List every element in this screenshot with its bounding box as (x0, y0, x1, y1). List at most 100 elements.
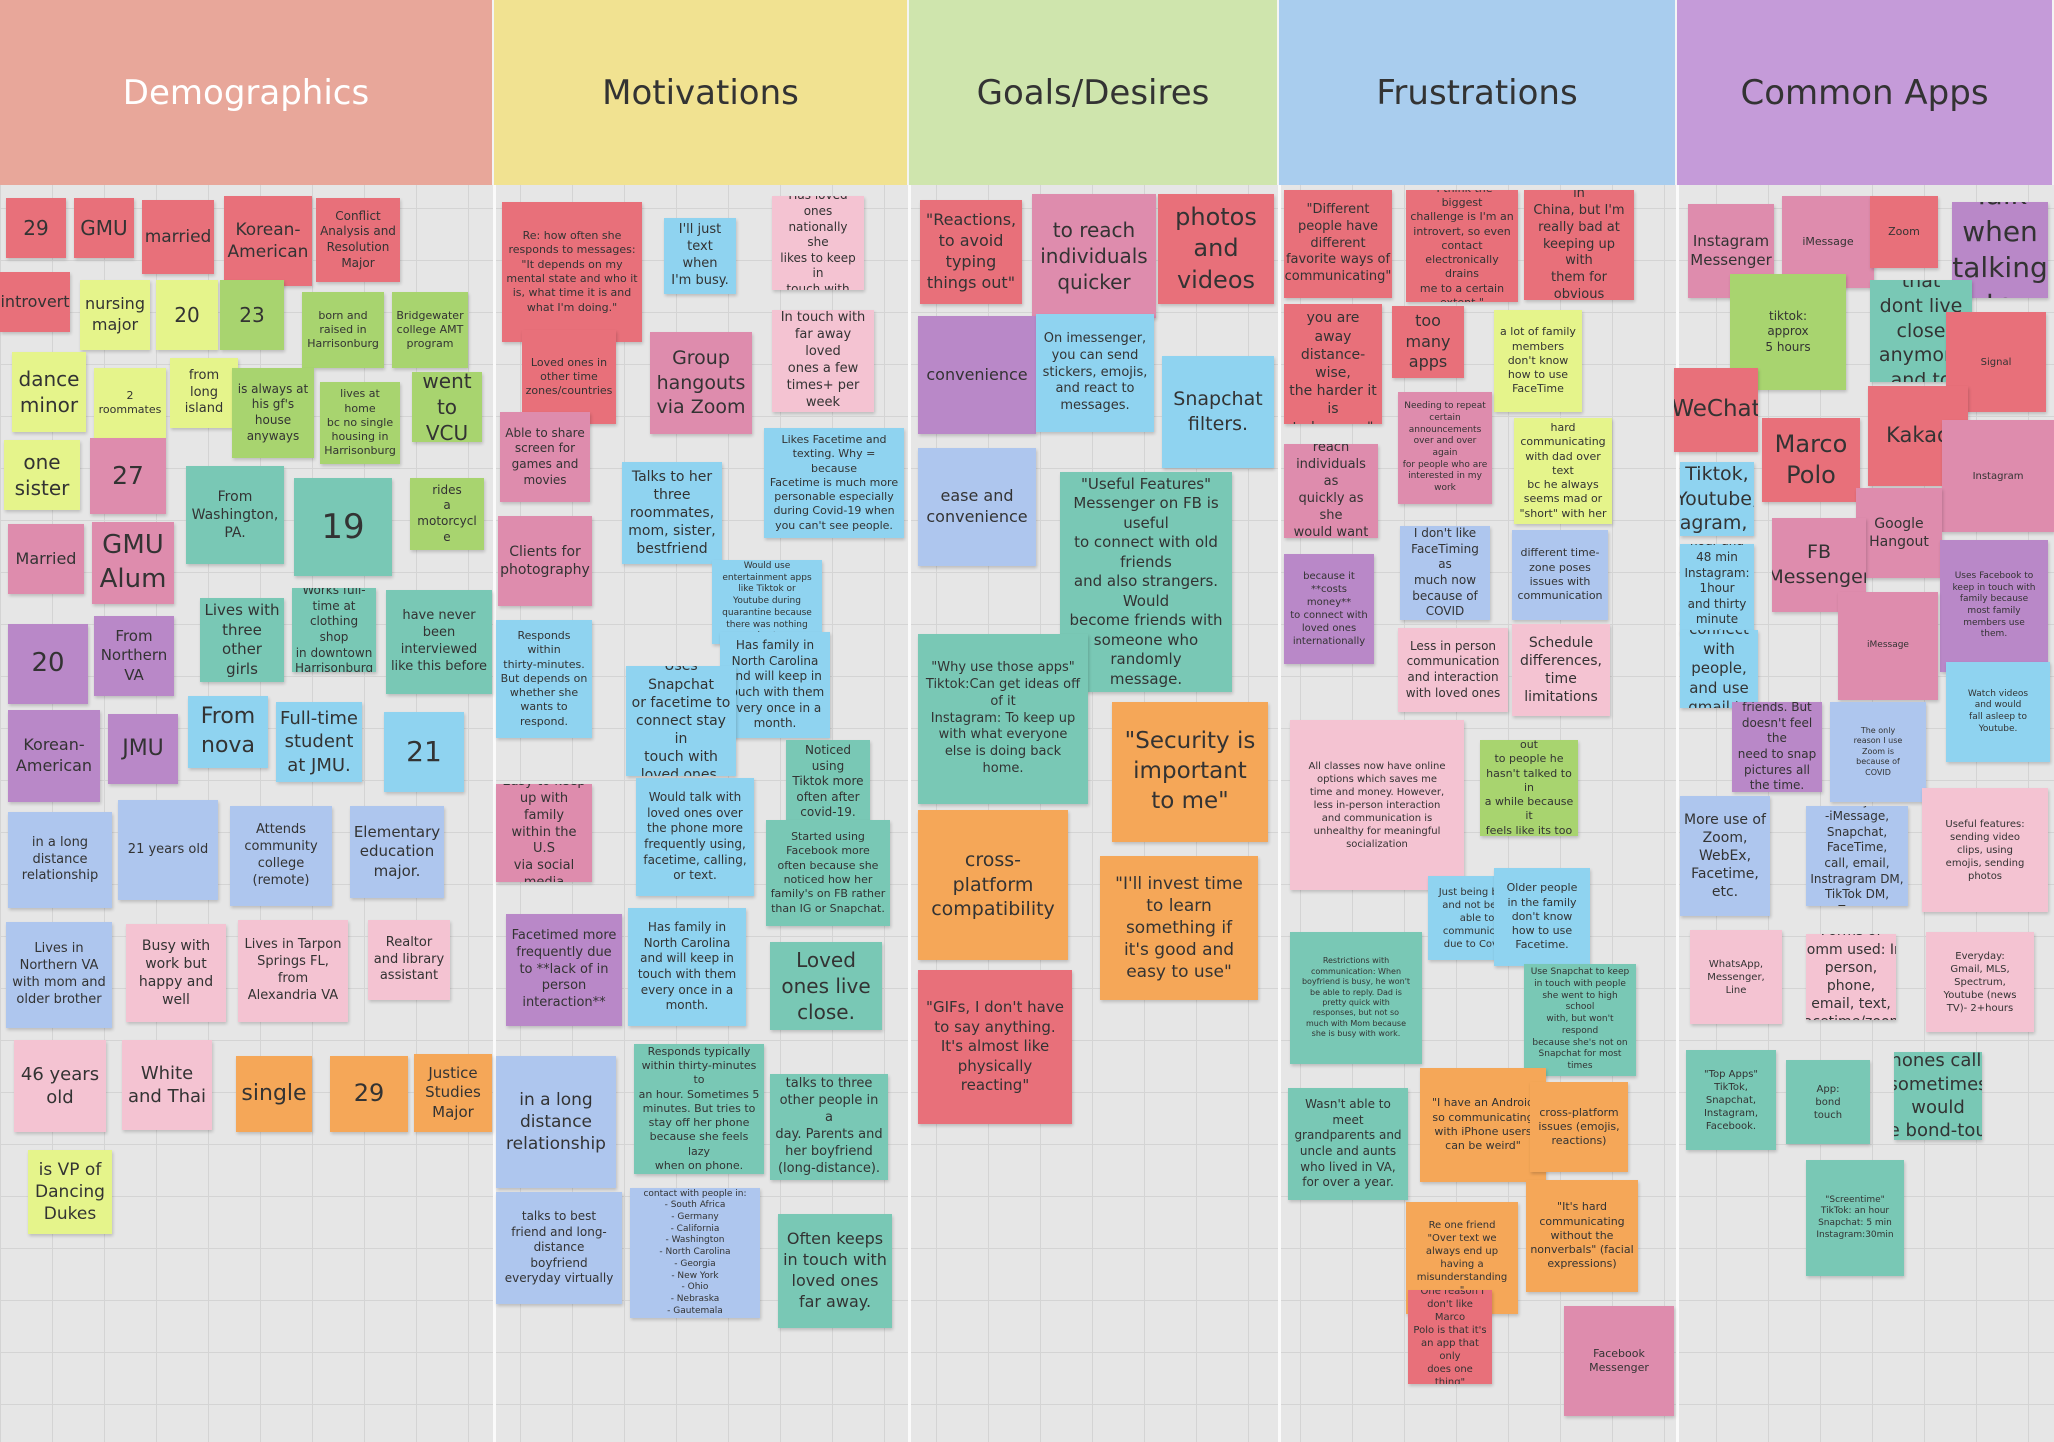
sticky-note[interactable]: Bridgewater college AMT program (392, 292, 468, 368)
sticky-note[interactable]: Ideal mode of communication: Phones call… (1894, 1052, 1982, 1140)
sticky-note[interactable]: born and raised in Harrisonburg (302, 292, 384, 368)
sticky-note[interactable]: Facebook Messenger (1564, 1306, 1674, 1416)
sticky-note[interactable]: "I think the biggest challenge is I'm an… (1406, 190, 1518, 302)
sticky-note[interactable]: Restrictions with communication: When bo… (1290, 932, 1422, 1064)
sticky-note[interactable]: rides a motorcycl e (410, 478, 484, 550)
sticky-note[interactable]: is always at his gf's house anyways (232, 368, 314, 458)
sticky-note[interactable]: Needing to repeat certain announcements … (1398, 392, 1492, 504)
sticky-note[interactable]: Re: how often she responds to messages: … (502, 202, 642, 342)
sticky-note[interactable]: From Northern VA (94, 616, 174, 696)
sticky-note[interactable]: Lives in Northern VA with mom and older … (6, 922, 112, 1028)
sticky-note[interactable]: White and Thai (122, 1040, 212, 1130)
sticky-note[interactable]: to reach individuals quicker (1032, 194, 1156, 318)
sticky-note[interactable]: because it **costs money** to connect wi… (1284, 554, 1374, 664)
sticky-note[interactable]: is VP of Dancing Dukes (28, 1150, 112, 1234)
sticky-note[interactable]: Responds typically within thirty-minutes… (634, 1044, 764, 1174)
sticky-note[interactable]: hard to reach out to people he hasn't ta… (1480, 740, 1578, 836)
sticky-note[interactable]: discord: talking to friends that dont li… (1870, 280, 1972, 382)
sticky-note[interactable]: Korean- American (8, 710, 100, 802)
sticky-note[interactable]: From nova (188, 696, 268, 768)
sticky-note[interactable]: Group hangouts via Zoom (650, 332, 752, 434)
sticky-note[interactable]: introvert (0, 272, 70, 332)
sticky-note[interactable]: Use Snapchat to keep in touch with peopl… (1524, 964, 1636, 1076)
sticky-note[interactable]: Uses Instagram to connect with people, a… (1680, 630, 1758, 708)
sticky-note[interactable]: in a long distance relationship (8, 812, 112, 908)
sticky-note[interactable]: have never been interviewed like this be… (386, 590, 492, 694)
sticky-note[interactable]: Uses Snapchat or facetime to connect sta… (626, 666, 736, 776)
sticky-note[interactable]: Would use entertainment apps like Tiktok… (712, 560, 822, 644)
sticky-note[interactable]: Korean- American (224, 196, 312, 286)
sticky-note[interactable]: iMessage (1782, 196, 1874, 288)
sticky-note[interactable]: Often keeps in touch with loved ones far… (778, 1214, 892, 1328)
sticky-note[interactable]: Able to share screen for games and movie… (500, 412, 590, 502)
sticky-note[interactable]: Busy with work but happy and well (126, 924, 226, 1022)
sticky-note[interactable]: Elementary education major. (350, 806, 444, 898)
sticky-note[interactable]: GMU Alum (92, 522, 174, 604)
sticky-note[interactable]: Signal (1946, 312, 2046, 412)
sticky-note[interactable]: GMU (74, 198, 134, 258)
sticky-note[interactable]: "Why use those apps" Tiktok:Can get idea… (918, 634, 1088, 804)
sticky-note[interactable]: single (236, 1056, 312, 1132)
sticky-note[interactable]: Less in person communication and interac… (1398, 628, 1508, 712)
sticky-note[interactable]: "The further you are away distance-wise,… (1284, 304, 1382, 424)
sticky-note[interactable]: cross- platform compatibility (918, 810, 1068, 960)
sticky-note[interactable]: dance minor (12, 352, 86, 432)
sticky-note[interactable]: "I have an Android so communicating with… (1420, 1068, 1546, 1182)
sticky-note[interactable]: I don't like FaceTiming as much now beca… (1400, 526, 1490, 620)
sticky-note[interactable]: 19 (294, 478, 392, 576)
sticky-note[interactable]: JMU (108, 714, 178, 784)
sticky-note[interactable]: too many apps (1392, 306, 1464, 378)
sticky-note[interactable]: contact with people in: - South Africa -… (630, 1188, 760, 1318)
sticky-note[interactable]: Marco Polo (1762, 418, 1860, 502)
sticky-note[interactable]: Lives in Tarpon Springs FL, from Alexand… (238, 920, 348, 1022)
sticky-note[interactable]: nursing major (80, 280, 150, 350)
sticky-note[interactable]: lives at home bc no single housing in Ha… (320, 382, 400, 464)
sticky-note[interactable]: Uses snapchat, Tiktok, Youtube, Instagra… (1680, 462, 1754, 536)
sticky-note[interactable]: I'll just text when I'm busy. (664, 218, 736, 294)
sticky-note[interactable]: Attends community college (remote) (230, 806, 332, 906)
sticky-note[interactable]: Everyday: Gmail, MLS, Spectrum, Youtube … (1926, 932, 2034, 1032)
sticky-note[interactable]: "Screentime" TikTok: an hour Snapchat: 5… (1806, 1160, 1904, 1276)
sticky-note[interactable]: All classes now have online options whic… (1290, 720, 1464, 890)
sticky-note[interactable]: Schedule differences, time limitations (1512, 624, 1610, 716)
sticky-note[interactable]: "Different people have different favorit… (1284, 190, 1392, 298)
sticky-note[interactable]: WeChat (1674, 368, 1758, 452)
sticky-note[interactable]: Noticed using Tiktok more often after co… (786, 740, 870, 824)
sticky-note[interactable]: "One reason I don't like Marco Polo is t… (1408, 1290, 1492, 1384)
sticky-note[interactable]: Talks to her three roommates, mom, siste… (622, 462, 722, 564)
sticky-note[interactable]: 27 (90, 438, 166, 514)
sticky-note[interactable]: apps used daily: -iMessage, Snapchat, Fa… (1806, 806, 1908, 906)
sticky-note[interactable]: Wasn't able to meet grandparents and unc… (1288, 1088, 1408, 1200)
sticky-note[interactable]: photos and videos (1158, 194, 1274, 304)
sticky-note[interactable]: iMessage (1838, 592, 1938, 700)
sticky-note[interactable]: Forms of comm used: In person, phone, em… (1806, 934, 1896, 1020)
sticky-note[interactable]: "Top Apps" TikTok, Snapchat, Instagram, … (1686, 1050, 1776, 1150)
sticky-note[interactable]: "Security is important to me" (1112, 702, 1268, 842)
sticky-note[interactable]: Realtor and library assistant (368, 920, 450, 1000)
sticky-note[interactable]: 21 years old (118, 800, 218, 900)
sticky-note[interactable]: in a long distance relationship (496, 1056, 616, 1188)
sticky-note[interactable]: Snapchat filters. (1162, 356, 1274, 468)
sticky-note[interactable]: convenience (918, 316, 1036, 434)
sticky-note[interactable]: Responds within thirty-minutes. But depe… (496, 620, 592, 738)
sticky-note[interactable]: 21 (384, 712, 464, 792)
sticky-note[interactable]: Uses Snapchat to talk with friends. But … (1732, 702, 1822, 792)
sticky-note[interactable]: The only reason I use Zoom is because of… (1830, 702, 1926, 802)
sticky-note[interactable]: "It's hard communicating without the non… (1526, 1180, 1638, 1292)
sticky-note[interactable]: talks to best friend and long- distance … (496, 1192, 622, 1304)
sticky-note[interactable]: Zoom (1870, 196, 1938, 268)
sticky-note[interactable]: Likes Facetime and texting. Why = becaus… (764, 428, 904, 538)
sticky-note[interactable]: Uses Facebook to keep in touch with fami… (1940, 540, 2048, 672)
sticky-note[interactable]: cross-platform issues (emojis, reactions… (1530, 1082, 1628, 1172)
sticky-note[interactable]: 20 (8, 624, 88, 704)
sticky-note[interactable]: "I'll invest time to learn something if … (1100, 856, 1258, 1000)
sticky-note[interactable]: Loved ones in other time zones/countries (522, 330, 616, 424)
sticky-note[interactable]: Has loved ones nationally she likes to k… (772, 196, 864, 290)
sticky-note[interactable]: "Useful Features" Messenger on FB is use… (1060, 472, 1232, 692)
sticky-note[interactable]: one sister (4, 440, 80, 510)
sticky-note[interactable]: Instagram (1942, 420, 2054, 532)
sticky-note[interactable]: Loved ones live close. (770, 942, 882, 1030)
sticky-note[interactable]: App: bond touch (1786, 1060, 1870, 1144)
sticky-note[interactable]: "Screen time" Tiktok: 1 hour and 48 min … (1680, 544, 1754, 634)
